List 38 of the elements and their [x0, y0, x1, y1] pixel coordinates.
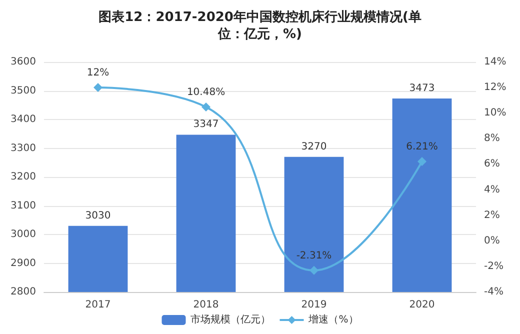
- x-tick-label: 2020: [409, 300, 435, 310]
- y2-tick-label: 0%: [484, 235, 500, 246]
- data-label: 12%: [86, 68, 110, 79]
- y-tick-label: 3100: [10, 200, 36, 212]
- point: [310, 266, 318, 275]
- data-label: 3347: [193, 119, 219, 130]
- point: [418, 157, 426, 166]
- legend-label: 市场规模（亿元）: [190, 314, 271, 326]
- data-label: 3473: [409, 83, 435, 94]
- y2-tick-label: 2%: [484, 210, 500, 221]
- point: [202, 102, 210, 112]
- y-tick-label: 3300: [10, 142, 36, 154]
- y2-tick-label: -2%: [484, 260, 504, 272]
- y-tick-label: 3400: [10, 114, 36, 125]
- y2-tick-label: 14%: [484, 56, 506, 68]
- y-tick-label: 2800: [10, 286, 36, 298]
- y-tick-label: 3500: [10, 85, 36, 96]
- y-tick-label: 2900: [10, 258, 36, 269]
- y2-tick-label: 10%: [484, 108, 506, 119]
- point: [94, 83, 102, 92]
- data-label: 3030: [85, 210, 111, 222]
- data-label: 6.21%: [406, 142, 438, 153]
- y2-tick-label: -4%: [484, 286, 504, 298]
- y2-tick-label: 6%: [484, 158, 500, 170]
- x-tick-label: 2019: [301, 300, 327, 310]
- legend-label: 增速（%）: [308, 314, 358, 326]
- data-label: 3270: [301, 141, 327, 152]
- data-label: 10.48%: [186, 86, 226, 98]
- data-label: -2.31%: [296, 250, 332, 262]
- x-tick-label: 2018: [193, 300, 219, 310]
- y2-tick-label: 8%: [484, 133, 500, 144]
- x-tick-label: 2017: [85, 300, 111, 310]
- y-tick-label: 3200: [10, 172, 36, 182]
- y-tick-label: 3000: [10, 229, 36, 240]
- chart-title: 图表12：2017-2020年中国数控机床行业规模情况(单位：亿元，%): [98, 9, 422, 42]
- y2-tick-label: 12%: [484, 82, 506, 94]
- y2-tick-label: 4%: [484, 184, 500, 196]
- y-tick-label: 3600: [10, 56, 36, 68]
